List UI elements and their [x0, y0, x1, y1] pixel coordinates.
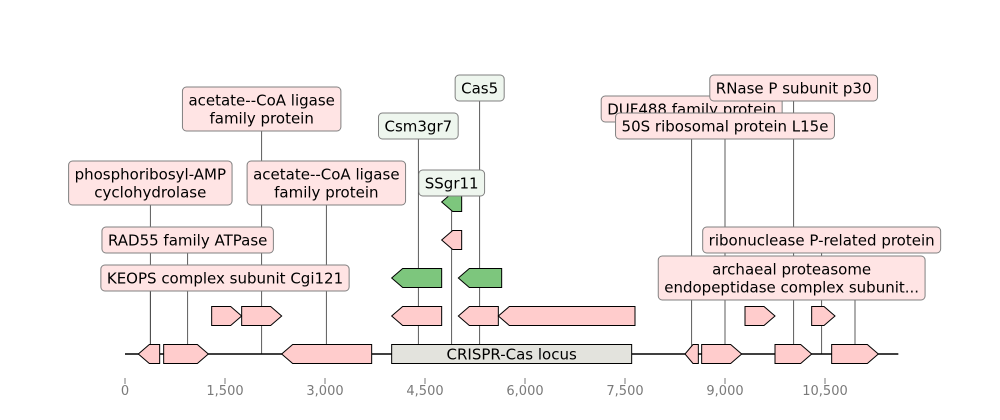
- x-tick-label: 3,000: [306, 384, 343, 399]
- gene-arrow: [457, 268, 503, 288]
- annotation-text: RAD55 family ATPase: [108, 232, 267, 250]
- gene-features: CRISPR-Cas locus: [125, 192, 899, 364]
- annotation-label: phosphoribosyl-AMP cyclohydrolase: [68, 160, 233, 206]
- annotation-text: phosphoribosyl-AMP cyclohydrolase: [75, 166, 226, 202]
- annotation-box: [68, 160, 233, 206]
- annotation-box: [100, 264, 350, 292]
- annotation-box: [418, 169, 486, 197]
- gene-arrow: [811, 306, 836, 326]
- annotation-text: ribonuclease P-related protein: [709, 232, 935, 250]
- gene-arrow: [137, 344, 161, 364]
- annotation-text: Cas5: [461, 80, 498, 98]
- annotation-label: RAD55 family ATPase: [101, 226, 274, 254]
- gene-arrow: [241, 306, 283, 326]
- annotation-text: acetate--CoA ligase family protein: [253, 166, 399, 202]
- annotation-text: KEOPS complex subunit Cgi121: [107, 270, 343, 288]
- annotation-box: [702, 226, 942, 254]
- gene-arrow: [497, 306, 636, 326]
- gene-arrow: [831, 344, 880, 364]
- annotation-label: 50S ribosomal protein L15e: [615, 112, 835, 140]
- x-tick-label: 9,000: [706, 384, 743, 399]
- gene-arrow: [390, 306, 443, 326]
- annotation-labels: KEOPS complex subunit Cgi121 RAD55 family…: [68, 74, 942, 301]
- gene-arrow: [211, 306, 243, 326]
- annotation-box: [709, 74, 879, 102]
- x-tick-label: 10,500: [802, 384, 848, 399]
- annotation-box: [454, 74, 505, 102]
- annotation-label: KEOPS complex subunit Cgi121: [100, 264, 350, 292]
- annotation-box: [615, 112, 835, 140]
- annotation-label: archaeal proteasome endopeptidase complex…: [657, 255, 926, 301]
- annotation-label: RNase P subunit p30: [709, 74, 879, 102]
- gene-arrow: [684, 344, 699, 364]
- gene-arrow: [744, 306, 776, 326]
- gene-arrow: [163, 344, 210, 364]
- gene-arrow: [457, 306, 499, 326]
- annotation-box: [657, 255, 926, 301]
- x-tick-label: 0: [121, 384, 129, 399]
- annotation-box: [377, 112, 459, 140]
- x-tick-label: 6,000: [506, 384, 543, 399]
- annotation-label: acetate--CoA ligase family protein: [181, 86, 342, 132]
- crispr-locus-box: [391, 344, 633, 364]
- annotation-label: ribonuclease P-related protein: [702, 226, 942, 254]
- annotation-text: Csm3gr7: [384, 118, 452, 136]
- gene-arrow: [440, 230, 463, 250]
- gene-arrow: [280, 344, 373, 364]
- x-axis: 0 1,500 3,000 4,500 6,000 7,500 9,000 10,500: [121, 378, 848, 399]
- gene-arrow: [774, 344, 813, 364]
- gene-arrow: [390, 268, 443, 288]
- annotation-box: [246, 160, 407, 206]
- annotation-text: archaeal proteasome endopeptidase complex…: [664, 261, 919, 297]
- annotation-box: [181, 86, 342, 132]
- annotation-text: RNase P subunit p30: [716, 80, 872, 98]
- annotation-label: Csm3gr7: [377, 112, 459, 140]
- x-tick-label: 1,500: [206, 384, 243, 399]
- annotation-label: Cas5: [454, 74, 505, 102]
- gene-arrow: [701, 344, 743, 364]
- annotation-label: SSgr11: [418, 169, 486, 197]
- x-tick-label: 7,500: [606, 384, 643, 399]
- annotation-text: 50S ribosomal protein L15e: [622, 118, 829, 136]
- annotation-label: acetate--CoA ligase family protein: [246, 160, 407, 206]
- crispr-locus-label: CRISPR-Cas locus: [447, 346, 577, 364]
- annotation-box: [101, 226, 274, 254]
- annotation-text: SSgr11: [425, 175, 479, 193]
- annotation-text: acetate--CoA ligase family protein: [188, 92, 334, 128]
- x-tick-label: 4,500: [406, 384, 443, 399]
